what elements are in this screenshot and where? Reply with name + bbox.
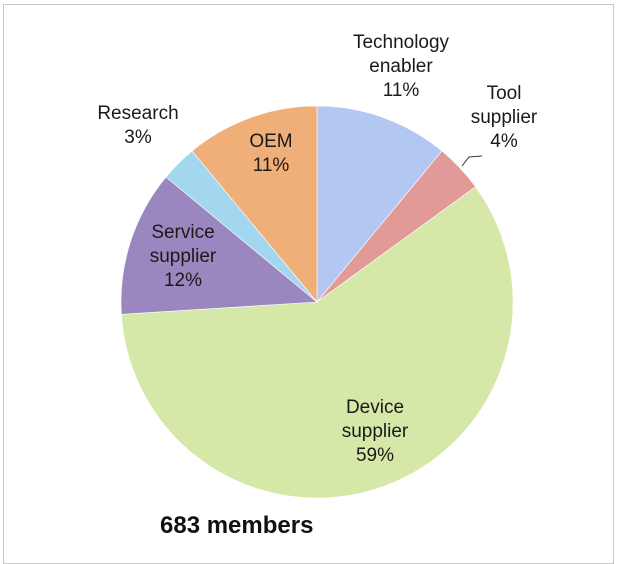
slice-label-service-supplier: Service supplier 12% — [150, 222, 217, 291]
member-count: 683 members — [160, 512, 314, 539]
slice-label-tool-supplier: Tool supplier 4% — [471, 83, 538, 152]
slice-label-technology-enabler: Technology enabler 11% — [353, 32, 450, 101]
pie-slice-technology-enabler — [316, 105, 443, 303]
pie-chart: Technology enabler 11% Tool supplier 4% Device… — [97, 32, 538, 499]
slice-label-oem: OEM 11% — [249, 131, 292, 176]
pie-slice-oem — [191, 105, 318, 303]
tool-supplier-leader-line — [461, 155, 483, 167]
slice-label-research: Research 3% — [97, 103, 178, 148]
pie-slice-service-supplier — [120, 176, 318, 315]
pie-slice-device-supplier — [121, 186, 514, 499]
slice-label-device-supplier: Device supplier 59% — [342, 397, 409, 466]
